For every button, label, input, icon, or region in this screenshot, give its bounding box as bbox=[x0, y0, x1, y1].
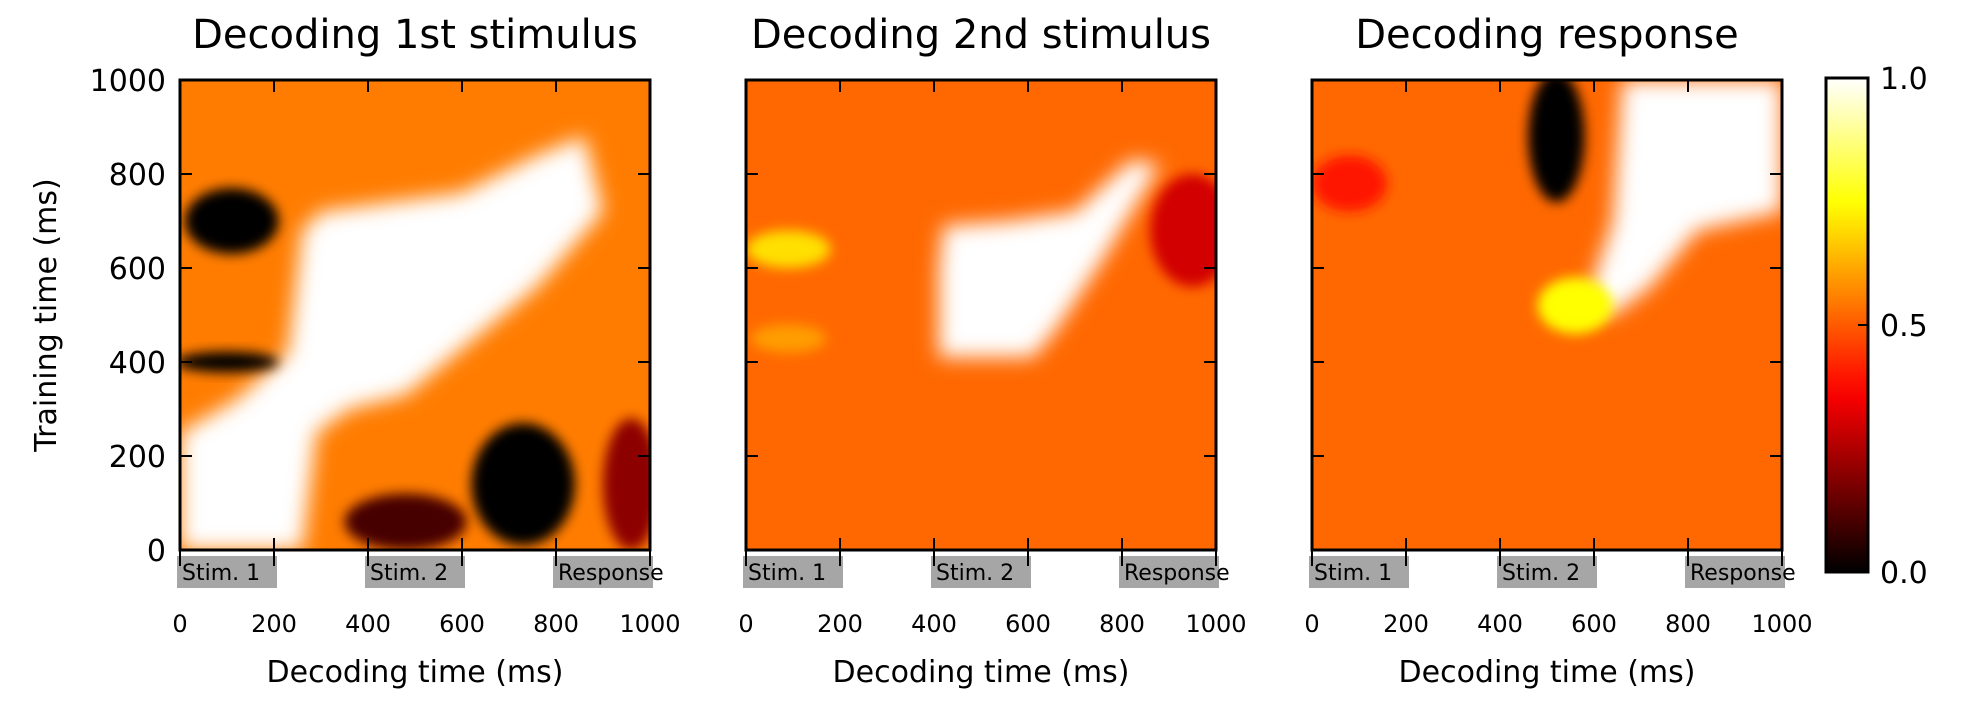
event-band bbox=[1685, 556, 1785, 588]
y-tick-label: 0 bbox=[147, 534, 166, 569]
x-axis-label: Decoding time (ms) bbox=[1399, 655, 1696, 690]
x-tick-label: 0 bbox=[172, 610, 187, 638]
colorbar-tick-label: 1.0 bbox=[1880, 62, 1928, 97]
x-tick-label: 200 bbox=[817, 610, 863, 638]
heatmap-region-3 bbox=[1537, 277, 1613, 334]
panel-title: Decoding response bbox=[1355, 12, 1739, 58]
heatmap-region-3 bbox=[746, 230, 831, 268]
heatmap-region-1 bbox=[180, 136, 603, 550]
panel-title: Decoding 2nd stimulus bbox=[751, 12, 1211, 58]
event-label: Response bbox=[1690, 561, 1796, 586]
x-tick-label: 1000 bbox=[1185, 610, 1246, 638]
heatmap-region-3 bbox=[180, 351, 279, 373]
x-tick-label: 1000 bbox=[619, 610, 680, 638]
y-axis-label: Training time (ms) bbox=[29, 178, 64, 453]
x-tick-label: 400 bbox=[911, 610, 957, 638]
event-label: Stim. 1 bbox=[748, 561, 826, 586]
y-tick-label: 400 bbox=[109, 346, 166, 381]
heatmap-area bbox=[746, 80, 1216, 550]
event-label: Response bbox=[558, 561, 664, 586]
event-label: Response bbox=[1124, 561, 1230, 586]
x-tick-label: 0 bbox=[738, 610, 753, 638]
event-band bbox=[1309, 556, 1409, 588]
x-tick-label: 400 bbox=[1477, 610, 1523, 638]
heatmap-region-4 bbox=[471, 423, 575, 546]
colorbar: 1.0 0.5 0.0 bbox=[1824, 62, 1928, 591]
event-band bbox=[177, 556, 277, 588]
x-axis-label: Decoding time (ms) bbox=[833, 655, 1130, 690]
plot-frame bbox=[1310, 78, 1784, 552]
x-tick-label: 200 bbox=[1383, 610, 1429, 638]
panel-title: Decoding 1st stimulus bbox=[192, 12, 638, 58]
heatmap-region-4 bbox=[1312, 155, 1388, 212]
x-tick-label: 800 bbox=[1099, 610, 1145, 638]
panel-1: Decoding 1st stimulus 0 200 400 600 800 1000 Tr… bbox=[29, 12, 681, 690]
panel-3: Decoding response Stim. 1 Stim. 2 Response 0… bbox=[1304, 12, 1812, 690]
colorbar-tick-label: 0.0 bbox=[1880, 556, 1928, 591]
x-tick-label: 800 bbox=[1665, 610, 1711, 638]
event-label: Stim. 1 bbox=[1314, 561, 1392, 586]
x-tick-label: 600 bbox=[1005, 610, 1051, 638]
event-band bbox=[1497, 556, 1597, 588]
x-tick-label: 800 bbox=[533, 610, 579, 638]
event-band bbox=[553, 556, 653, 588]
plot-frame bbox=[744, 78, 1218, 552]
x-tick-label: 200 bbox=[251, 610, 297, 638]
x-tick-label: 1000 bbox=[1751, 610, 1812, 638]
y-tick-label: 600 bbox=[109, 252, 166, 287]
heatmap-region-2 bbox=[1528, 80, 1585, 203]
heatmap-region-1 bbox=[1584, 80, 1782, 315]
x-tick-label: 600 bbox=[1571, 610, 1617, 638]
y-tick-label: 800 bbox=[109, 158, 166, 193]
colorbar-tick-label: 0.5 bbox=[1880, 309, 1928, 344]
y-tick-label: 200 bbox=[109, 440, 166, 475]
event-band bbox=[1119, 556, 1219, 588]
event-label: Stim. 2 bbox=[370, 561, 448, 586]
event-band bbox=[931, 556, 1031, 588]
x-axis-label: Decoding time (ms) bbox=[267, 655, 564, 690]
event-label: Stim. 1 bbox=[182, 561, 260, 586]
heatmap-region-2 bbox=[184, 188, 279, 254]
x-tick-label: 600 bbox=[439, 610, 485, 638]
plot-frame bbox=[178, 78, 652, 552]
x-tick-label: 400 bbox=[345, 610, 391, 638]
heatmap-region-4 bbox=[750, 324, 826, 353]
heatmap-region-6 bbox=[603, 418, 650, 550]
heatmap-region-2 bbox=[1150, 174, 1216, 287]
x-tick-label: 0 bbox=[1304, 610, 1319, 638]
y-tick-label: 1000 bbox=[90, 64, 166, 99]
panel-2: Decoding 2nd stimulus Stim. 1 Stim. 2 Respo… bbox=[738, 12, 1246, 690]
heatmap-region-5 bbox=[344, 493, 467, 550]
event-label: Stim. 2 bbox=[936, 561, 1014, 586]
heatmap-area bbox=[180, 80, 650, 550]
event-band bbox=[743, 556, 843, 588]
heatmap-area bbox=[1312, 80, 1782, 550]
event-label: Stim. 2 bbox=[1502, 561, 1580, 586]
event-band bbox=[365, 556, 465, 588]
heatmap-region-1 bbox=[938, 159, 1160, 358]
